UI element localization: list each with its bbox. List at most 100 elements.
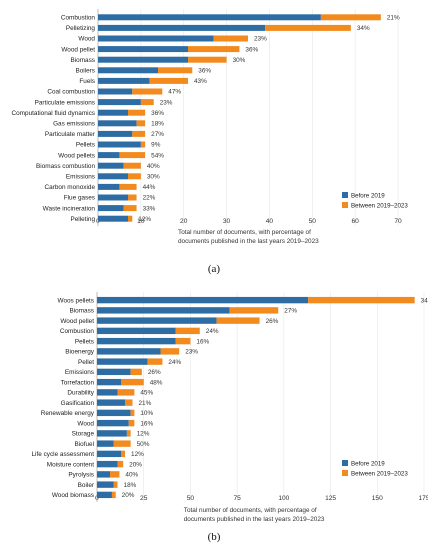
category-label: Biomass — [69, 308, 94, 315]
bar-2019-2023 — [119, 183, 137, 190]
bar-2019-2023 — [308, 296, 415, 304]
category-label: Flue gases — [64, 195, 95, 202]
category-label: Torrefaction — [61, 379, 95, 386]
category-label: Boilers — [75, 68, 95, 75]
percent-label: 12% — [138, 216, 151, 223]
category-label: Coal combustion — [47, 89, 95, 96]
bar-before-2019 — [98, 88, 133, 95]
percent-label: 23% — [185, 349, 198, 356]
bar-2019-2023 — [188, 46, 240, 53]
bar-2019-2023 — [113, 440, 131, 447]
bar-before-2019 — [98, 99, 141, 106]
x-axis-label: documents published in the last years 20… — [184, 516, 325, 523]
x-tick-label: 150 — [372, 495, 383, 502]
x-tick-label: 70 — [394, 218, 402, 225]
category-label: Wood pellet — [61, 46, 95, 53]
bar-before-2019 — [98, 67, 158, 74]
bar-before-2019 — [97, 409, 131, 417]
bar-before-2019 — [98, 162, 124, 169]
percent-label: 23% — [254, 36, 267, 43]
bar-before-2019 — [97, 450, 122, 458]
bar-2019-2023 — [175, 337, 191, 345]
bar-before-2019 — [97, 419, 129, 427]
bar-before-2019 — [97, 317, 217, 324]
x-tick-label: 50 — [187, 495, 195, 502]
bar-before-2019 — [98, 173, 128, 180]
percent-label: 34% — [357, 25, 370, 32]
bar-2019-2023 — [126, 430, 131, 437]
bar-before-2019 — [98, 205, 124, 212]
percent-label: 10% — [140, 410, 153, 417]
percent-label: 20% — [122, 492, 135, 499]
category-label: Computational fluid dynamics — [12, 110, 95, 117]
bar-2019-2023 — [119, 152, 146, 159]
percent-label: 24% — [206, 328, 219, 335]
legend-swatch — [342, 202, 348, 208]
x-tick-label: 60 — [351, 218, 359, 225]
percent-label: 16% — [140, 420, 153, 427]
percent-label: 40% — [125, 472, 138, 479]
category-label: Wood — [77, 420, 94, 427]
bar-2019-2023 — [140, 99, 154, 106]
bar-before-2019 — [98, 183, 120, 190]
category-label: Wood pellet — [60, 318, 94, 325]
bar-2019-2023 — [128, 194, 137, 201]
percent-label: 27% — [284, 308, 297, 315]
bar-2019-2023 — [130, 409, 135, 417]
bar-before-2019 — [97, 471, 111, 478]
category-label: Renewable energy — [41, 410, 95, 417]
percent-label: 48% — [150, 379, 163, 386]
category-label: Wood biomass — [52, 492, 94, 499]
percent-label: 33% — [143, 205, 156, 212]
percent-label: 44% — [143, 184, 156, 191]
percent-label: 9% — [151, 142, 161, 149]
bar-2019-2023 — [140, 141, 146, 148]
bar-2019-2023 — [125, 399, 133, 406]
bar-2019-2023 — [113, 481, 118, 488]
percent-label: 36% — [198, 68, 211, 75]
panel-label: (a) — [208, 263, 221, 275]
bar-before-2019 — [98, 130, 133, 137]
category-label: Waste incineration — [43, 205, 96, 212]
percent-label: 43% — [194, 78, 207, 85]
bar-2019-2023 — [123, 162, 141, 169]
bar-before-2019 — [97, 296, 309, 304]
percent-label: 45% — [140, 390, 153, 397]
bar-2019-2023 — [128, 215, 133, 222]
legend-swatch — [342, 470, 348, 476]
x-tick-label: 175 — [418, 495, 428, 502]
bar-before-2019 — [98, 120, 137, 127]
category-label: Particulate emissions — [35, 99, 95, 106]
x-tick-label: 125 — [325, 495, 336, 502]
bar-2019-2023 — [110, 471, 120, 478]
category-label: Pelletizing — [66, 25, 96, 32]
category-label: Durability — [67, 390, 94, 397]
bar-2019-2023 — [117, 389, 135, 396]
category-label: Life cycle assessment — [31, 451, 94, 458]
category-label: Fuels — [79, 78, 95, 85]
percent-label: 12% — [131, 451, 144, 458]
category-label: Wood pellets — [58, 152, 95, 159]
x-axis-label: documents published in the last years 20… — [178, 238, 319, 245]
bar-2019-2023 — [213, 35, 248, 42]
bar-before-2019 — [98, 14, 321, 21]
bar-2019-2023 — [117, 460, 124, 468]
bar-2019-2023 — [128, 419, 135, 427]
percent-label: 47% — [168, 89, 181, 96]
category-label: Combustion — [60, 328, 95, 335]
bar-2019-2023 — [132, 88, 163, 95]
percent-label: 23% — [160, 99, 173, 106]
bar-2019-2023 — [175, 327, 200, 335]
category-label: Storage — [72, 431, 95, 438]
bar-2019-2023 — [136, 120, 146, 127]
legend-swatch — [342, 460, 348, 466]
percent-label: 18% — [151, 121, 164, 128]
category-label: Emissions — [65, 369, 94, 376]
bar-before-2019 — [98, 46, 188, 53]
bar-before-2019 — [98, 194, 128, 201]
percent-label: 54% — [151, 152, 164, 159]
category-label: Combustion — [61, 15, 96, 22]
category-label: Biofuel — [74, 441, 94, 448]
bar-2019-2023 — [229, 307, 279, 314]
